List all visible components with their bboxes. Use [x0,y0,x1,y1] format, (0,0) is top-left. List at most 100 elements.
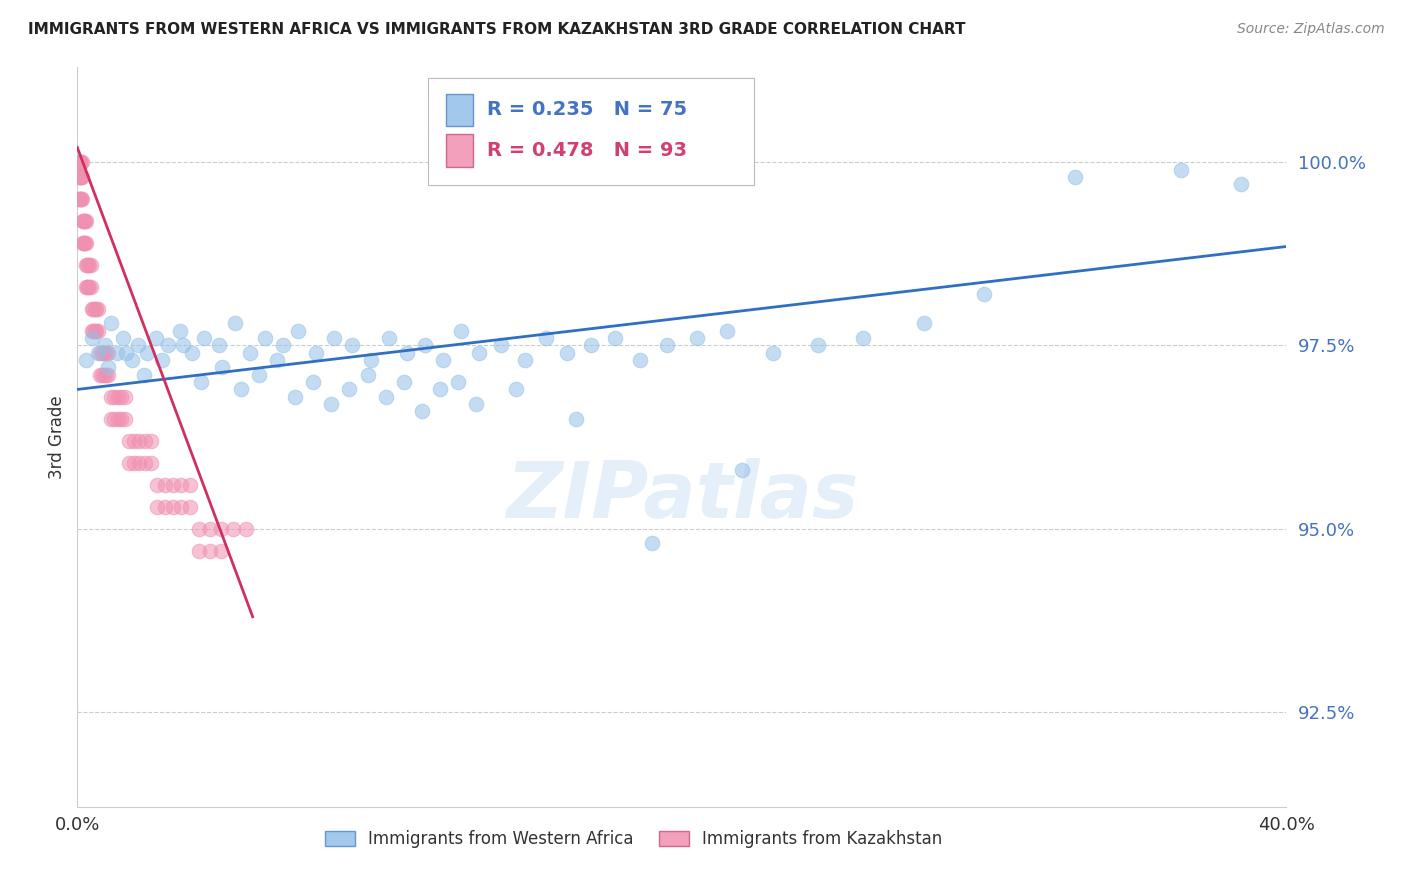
Point [1064,169,1087,184]
Point [90,368,112,382]
Point [565,411,588,425]
Point [114,390,136,404]
Point [731,463,754,477]
Point [105,345,128,359]
Point [77,280,100,294]
Point [90,345,112,359]
Point [70,192,93,206]
Point [76,258,98,272]
Point [73,214,96,228]
Point [110,411,132,425]
Point [121,353,143,368]
Point [83,301,105,316]
Point [127,338,149,352]
Point [465,397,488,411]
Point [76,280,98,294]
Point [253,331,276,345]
Point [686,331,709,345]
Point [762,345,785,359]
Text: IMMIGRANTS FROM WESTERN AFRICA VS IMMIGRANTS FROM KAZAKHSTAN 3RD GRADE CORRELATI: IMMIGRANTS FROM WESTERN AFRICA VS IMMIGR… [28,22,966,37]
Point [79,258,101,272]
Point [67,155,90,169]
Point [82,324,104,338]
Point [716,324,738,338]
FancyBboxPatch shape [427,78,755,186]
Point [96,360,118,375]
Point [128,434,150,448]
Point [973,287,995,301]
Point [70,169,93,184]
Point [305,345,328,359]
Point [70,155,93,169]
Point [70,155,93,169]
Point [93,345,115,359]
Point [208,338,231,352]
Point [79,280,101,294]
Point [79,258,101,272]
Point [321,397,343,411]
Point [89,368,111,382]
Point [157,338,180,352]
Point [93,338,115,352]
Point [323,331,346,345]
Point [284,390,307,404]
Point [222,522,245,536]
Point [179,500,201,514]
Point [1170,162,1192,177]
Point [447,375,470,389]
Point [356,368,378,382]
Point [287,324,309,338]
Point [84,324,107,338]
Point [69,155,91,169]
Point [655,338,678,352]
Point [179,477,201,491]
Point [72,214,94,228]
Text: Source: ZipAtlas.com: Source: ZipAtlas.com [1237,22,1385,37]
Point [128,456,150,470]
Point [468,345,491,359]
Point [229,383,252,397]
Point [395,345,418,359]
Point [100,317,122,331]
Point [198,522,221,536]
Point [374,390,396,404]
Point [94,345,117,359]
Point [555,345,578,359]
Y-axis label: 3rd Grade: 3rd Grade [48,395,66,479]
Point [190,375,212,389]
Point [114,345,136,359]
Point [132,368,155,382]
Point [114,411,136,425]
Point [139,434,162,448]
Point [69,169,91,184]
Point [413,338,436,352]
Point [75,258,97,272]
Point [72,235,94,250]
Point [1230,177,1253,191]
Point [70,192,93,206]
Point [181,345,204,359]
Point [111,331,134,345]
Point [211,360,233,375]
Point [162,477,184,491]
Point [118,456,141,470]
Point [360,353,382,368]
Point [271,338,294,352]
Point [605,331,627,345]
Point [87,324,110,338]
Point [170,477,193,491]
Point [100,411,122,425]
Point [77,258,100,272]
Point [188,543,211,558]
Point [80,301,103,316]
Point [581,338,603,352]
Point [139,456,162,470]
Point [807,338,830,352]
Point [110,390,132,404]
Point [97,368,120,382]
Point [79,280,101,294]
Point [266,353,288,368]
Point [153,477,176,491]
Point [153,500,176,514]
Point [432,353,454,368]
